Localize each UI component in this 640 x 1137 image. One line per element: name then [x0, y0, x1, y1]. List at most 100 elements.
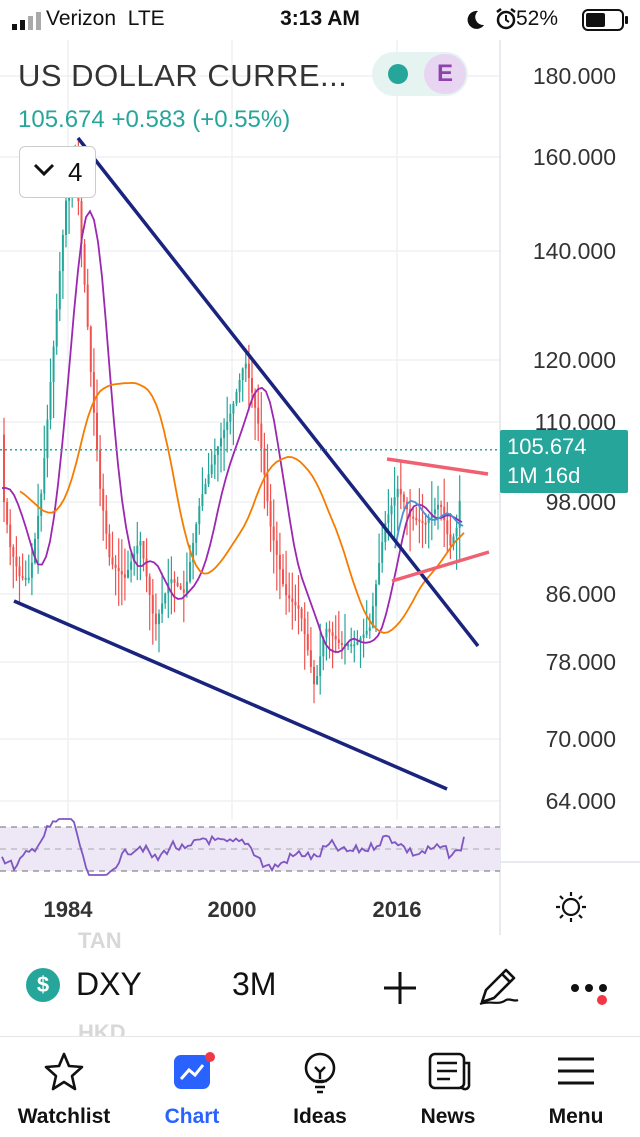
- candle-body: [61, 234, 64, 272]
- drawing-pen-icon[interactable]: [476, 964, 520, 1008]
- price-tag-countdown: 1M 16d: [507, 463, 581, 488]
- candle-body: [362, 634, 365, 639]
- candle-body: [430, 513, 433, 519]
- star-icon: [44, 1052, 84, 1091]
- candle-body: [176, 582, 179, 586]
- candle-body: [291, 598, 294, 602]
- tab-news[interactable]: News: [384, 1037, 512, 1137]
- candle-body: [399, 488, 402, 495]
- battery-percent: 52%: [515, 7, 558, 30]
- candle-body: [263, 448, 266, 475]
- price-tag-value: 105.674: [507, 434, 587, 459]
- candle-body: [142, 541, 145, 559]
- candle-body: [145, 558, 148, 577]
- tab-ideas[interactable]: Ideas: [256, 1037, 384, 1137]
- candle-body: [151, 594, 154, 614]
- candle-body: [164, 593, 167, 604]
- candle-body: [210, 464, 213, 475]
- market-status-pill[interactable]: E: [372, 52, 468, 96]
- candle-body: [136, 545, 139, 554]
- candle-body: [337, 639, 340, 643]
- moon-icon: [467, 10, 484, 29]
- tab-watchlist[interactable]: Watchlist: [0, 1037, 128, 1137]
- price-change: +0.583: [111, 106, 186, 133]
- candle-body: [303, 618, 306, 635]
- candle-body: [421, 521, 424, 524]
- candle-body: [216, 446, 219, 455]
- exchange-badge[interactable]: E: [424, 54, 466, 94]
- last-price: 105.674: [18, 106, 105, 133]
- candle-body: [80, 201, 83, 244]
- candle-body: [368, 627, 371, 631]
- candle-body: [34, 538, 36, 563]
- candle-body: [300, 608, 303, 619]
- candle-body: [170, 579, 173, 584]
- candle-body: [161, 603, 164, 614]
- rsi-band: [0, 827, 500, 871]
- candle-body: [223, 429, 226, 439]
- candle-body: [15, 556, 18, 567]
- y-tick-label: 120.000: [533, 347, 616, 373]
- bottom-tab-bar: Watchlist Chart Ideas News Menu: [0, 1036, 640, 1137]
- tab-menu[interactable]: Menu: [512, 1037, 640, 1137]
- candle-body: [269, 501, 272, 527]
- candle-body: [393, 497, 396, 506]
- x-tick-label: 2016: [373, 897, 422, 922]
- candle-body: [316, 676, 319, 685]
- candle-body: [424, 522, 427, 525]
- candle-body: [46, 419, 49, 459]
- indicator-collapse-button[interactable]: 4: [19, 146, 96, 198]
- candle-body: [458, 500, 461, 528]
- candle-body: [201, 494, 204, 507]
- settings-sun-icon[interactable]: [554, 890, 588, 924]
- interval-selector[interactable]: 3M: [232, 966, 277, 1002]
- ma-short-line: [2, 209, 463, 654]
- add-indicator-plus-icon[interactable]: [382, 970, 418, 1006]
- candle-body: [378, 562, 381, 585]
- candle-body: [123, 574, 126, 578]
- candle-body: [381, 542, 384, 563]
- candle-body: [198, 506, 201, 525]
- candle-body: [158, 613, 160, 625]
- status-bar: Verizon LTE 3:13 AM 52%: [0, 0, 640, 40]
- y-tick-label: 160.000: [533, 144, 616, 170]
- price-change-percent: (+0.55%): [192, 106, 291, 133]
- candle-body: [272, 526, 275, 541]
- candle-body: [86, 284, 89, 327]
- candle-body: [297, 605, 300, 609]
- candle-body: [365, 630, 368, 635]
- candle-body: [440, 504, 443, 507]
- symbol-title[interactable]: US DOLLAR CURRE...: [18, 58, 348, 93]
- candle-body: [313, 666, 315, 685]
- candle-body: [452, 536, 455, 546]
- candle-body: [114, 564, 117, 568]
- symbol-selector[interactable]: DXY: [76, 966, 142, 1002]
- candle-body: [319, 656, 322, 677]
- tab-chart[interactable]: Chart: [128, 1037, 256, 1137]
- candle-body: [133, 553, 136, 562]
- candle-body: [24, 577, 27, 580]
- candle-body: [12, 547, 15, 557]
- candle-body: [195, 524, 198, 543]
- menu-icon: [558, 1057, 594, 1085]
- candle-body: [127, 569, 129, 578]
- ma-long-line: [19, 381, 465, 634]
- candle-body: [99, 450, 102, 489]
- candle-body: [182, 589, 185, 593]
- candle-body: [55, 309, 58, 347]
- alarm-icon: [496, 8, 516, 30]
- candle-body: [412, 516, 415, 519]
- candle-body: [111, 557, 114, 565]
- y-tick-label: 64.000: [546, 788, 616, 814]
- candle-body: [347, 644, 350, 647]
- candle-body: [306, 634, 309, 651]
- candle-body: [179, 585, 182, 590]
- candle-body: [173, 579, 176, 583]
- y-tick-label: 180.000: [533, 63, 616, 89]
- candle-body: [238, 380, 241, 392]
- candle-body: [278, 554, 281, 570]
- candle-body: [247, 363, 250, 379]
- market-open-dot: [388, 64, 408, 84]
- candle-body: [120, 571, 123, 575]
- more-options-icon[interactable]: [570, 978, 614, 1008]
